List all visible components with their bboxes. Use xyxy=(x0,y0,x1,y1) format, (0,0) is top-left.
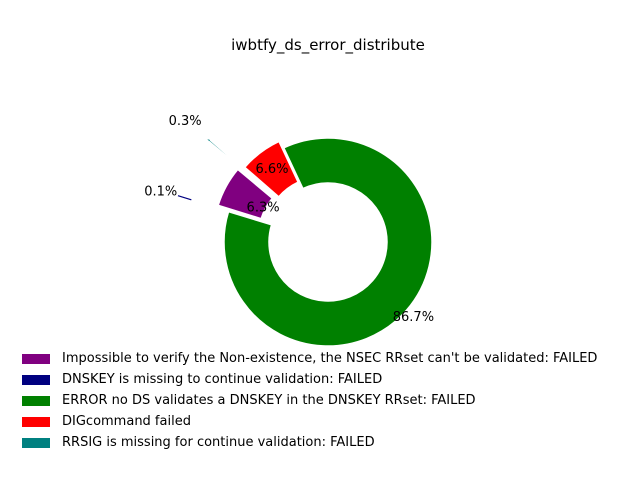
slice-label-0: 6.3% xyxy=(247,201,280,216)
legend-item-1: DNSKEY is missing to continue validation… xyxy=(22,369,597,390)
slice-label-1: 0.1% xyxy=(144,184,177,199)
slice-label-2: 86.7% xyxy=(393,310,434,325)
slice-leader-1 xyxy=(177,195,192,201)
donut-slices xyxy=(175,136,433,347)
legend-label: DIGcommand failed xyxy=(62,414,191,429)
legend-item-0: Impossible to verify the Non-existence, … xyxy=(22,348,597,369)
slice-3 xyxy=(243,140,300,198)
legend-label: Impossible to verify the Non-existence, … xyxy=(62,351,598,366)
slice-labels: 6.3% 0.1% 86.7% 6.6% 0.3% xyxy=(144,114,434,325)
legend-item-2: ERROR no DS validates a DNSKEY in the DN… xyxy=(22,390,597,411)
legend-label: DNSKEY is missing to continue validation… xyxy=(62,372,383,387)
legend: Impossible to verify the Non-existence, … xyxy=(22,348,597,453)
chart-title: iwbtfy_ds_error_distribute xyxy=(231,36,425,55)
slice-4 xyxy=(205,136,243,170)
slice-2 xyxy=(223,137,433,347)
legend-label: ERROR no DS validates a DNSKEY in the DN… xyxy=(62,393,476,408)
legend-swatch xyxy=(22,437,50,448)
legend-swatch xyxy=(22,416,50,427)
legend-label: RRSIG is missing for continue validation… xyxy=(62,435,375,450)
slice-leader-4 xyxy=(208,139,210,142)
legend-item-3: DIGcommand failed xyxy=(22,411,597,432)
slice-0 xyxy=(217,168,274,220)
legend-swatch xyxy=(22,353,50,364)
legend-swatch xyxy=(22,395,50,406)
legend-swatch xyxy=(22,374,50,385)
slice-label-3: 6.6% xyxy=(255,162,288,177)
slice-label-4: 0.3% xyxy=(169,114,202,129)
legend-item-4: RRSIG is missing for continue validation… xyxy=(22,432,597,453)
